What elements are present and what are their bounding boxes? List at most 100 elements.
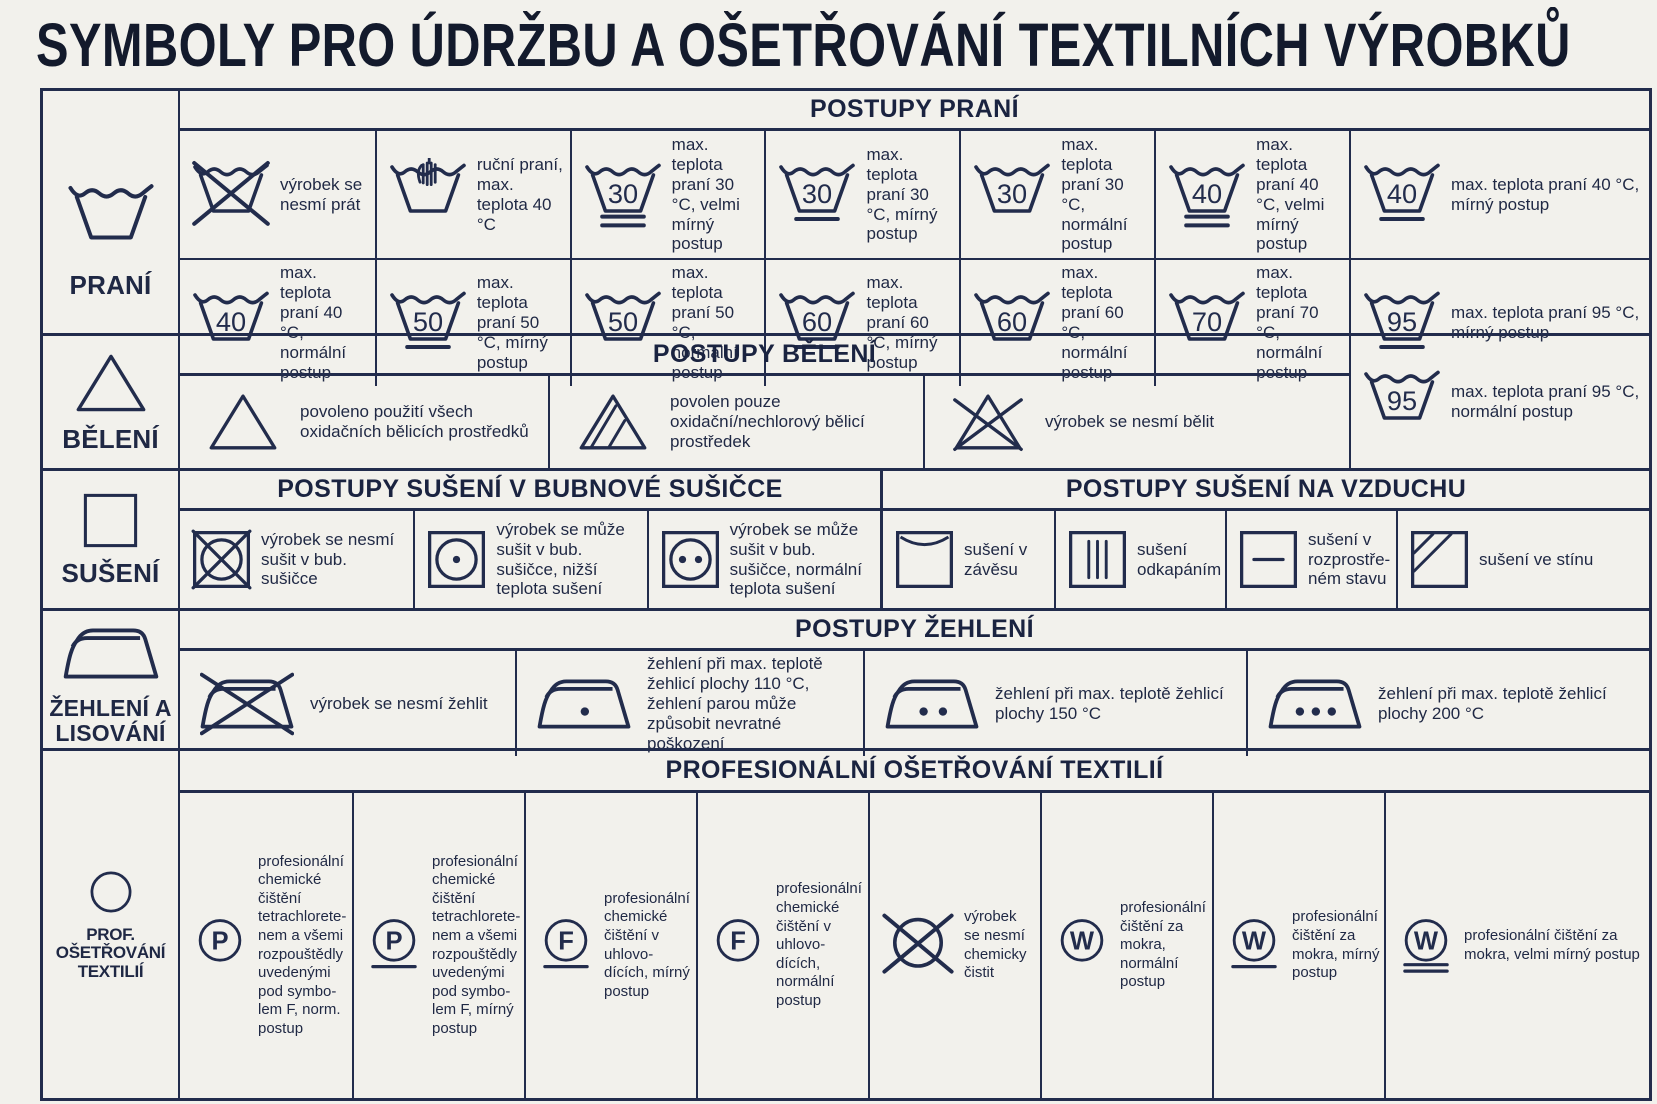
care-cell-text: max. teplota praní 70 °C, normální postu…: [1256, 263, 1323, 382]
bleaching-grid: POSTUPY BĚLENÍ povoleno použití všech ox…: [180, 336, 1349, 468]
care-cell-iron-150: žehlení při max. teplotě žehlicí plochy …: [863, 651, 1246, 757]
wash-30-mild-icon: 30: [779, 163, 856, 221]
care-cell-tumble-dry-low: výrobek se může sušit v bub. sušičce, ni…: [413, 511, 646, 608]
wash-60-normal-icon: 60: [974, 291, 1051, 341]
ironing-grid: POSTUPY ŽEHLENÍ výrobek se nesmí žehlit …: [180, 611, 1649, 757]
care-cell-iron-200: žehlení při max. teplotě žehlicí plochy …: [1246, 651, 1649, 757]
wash-40-mild-icon: 40: [1364, 163, 1440, 221]
care-cell-no-bleach: výrobek se nesmí bělit: [923, 376, 1349, 468]
washing-header: POSTUPY PRANÍ: [180, 91, 1649, 131]
category-drying-label: SUŠENÍ: [61, 557, 160, 588]
care-cell-text: výrobek se může sušit v bub. sušičce, ni…: [496, 519, 625, 599]
care-cell-wash-50-normal: 50 max. teplota praní 50 °C, normální po…: [569, 258, 765, 386]
care-cell-wash-30-very-mild: 30 max. teplota praní 30 °C, velmi mírný…: [569, 131, 765, 259]
care-cell-no-tumble-dry: výrobek se nesmí sušit v bub. sušičce: [180, 511, 413, 608]
ironing-header: POSTUPY ŽEHLENÍ: [180, 611, 1649, 651]
svg-text:30: 30: [802, 178, 832, 209]
svg-text:60: 60: [997, 306, 1027, 337]
category-ironing-label: ŽEHLENÍ A LISOVÁNÍ: [49, 695, 172, 747]
care-cell-text: max. teplota praní 95 °C, mírný postup: [1450, 303, 1640, 342]
care-cell-text: max. teplota praní 30 °C, normální postu…: [1061, 135, 1128, 254]
svg-text:50: 50: [413, 306, 443, 337]
care-cell-wash-95-normal: 95 max. teplota praní 95 °C, normální po…: [1349, 336, 1649, 468]
care-cell-drip-dry: sušení odkapáním: [1054, 511, 1225, 608]
wash-50-normal-icon: 50: [584, 291, 661, 341]
wash-95-mild-icon: 95: [1364, 291, 1440, 349]
care-cell-dry-clean-P: P profesionální chemické čištění tetrach…: [180, 793, 352, 1098]
line-dry-icon: [895, 530, 954, 589]
svg-text:95: 95: [1387, 385, 1417, 416]
care-cell-wash-40-very-mild: 40 max. teplota praní 40 °C, velmi mírný…: [1154, 131, 1349, 259]
care-cell-tumble-dry-normal: výrobek se může sušit v bub. sušičce, no…: [646, 511, 880, 608]
care-cell-no-wash: výrobek se nesmí prát: [180, 131, 375, 258]
care-cell-text: max. teplota praní 95 °C, normální postu…: [1451, 382, 1640, 421]
iron-1-dot-icon: [537, 679, 631, 729]
category-drying: SUŠENÍ: [43, 471, 180, 608]
drying-tumble-header: POSTUPY SUŠENÍ V BUBNOVÉ SUŠIČCE: [180, 471, 880, 511]
care-cell-text: výrobek se nesmí bělit: [1045, 412, 1215, 432]
care-cell-wash-60-mild: 60 max. teplota praní 60 °C, mírný postu…: [764, 258, 960, 386]
svg-text:50: 50: [608, 306, 638, 337]
category-washing-label: PRANÍ: [69, 269, 152, 300]
care-cell-line-dry: sušení v závěsu: [883, 511, 1054, 608]
section-professional: PROF. OŠETŘOVÁNÍ TEXTILIÍ PROFESIONÁLNÍ …: [43, 748, 1649, 1098]
care-cell-text: max. teplota praní 40 °C, normální postu…: [280, 263, 347, 382]
drying-tumble-grid: POSTUPY SUŠENÍ V BUBNOVÉ SUŠIČCE výrobek…: [180, 471, 880, 608]
care-cell-bleach-any: povoleno použití všech oxidačních bělicí…: [180, 376, 548, 468]
wash-60-mild-icon: 60: [779, 291, 856, 349]
care-cell-flat-dry: sušení v rozprostře-ném stavu: [1225, 511, 1396, 608]
washtub-icon: [66, 178, 156, 261]
wet-clean-W-icon: W: [1060, 919, 1104, 962]
iron-2-dot-icon: [885, 679, 979, 729]
care-cell-text: max. teplota praní 30 °C, velmi mírný po…: [671, 135, 740, 254]
care-cell-text: výrobek se nesmí chemicky čistit: [964, 908, 1027, 982]
care-cell-wash-95-mild: 95 max. teplota praní 95 °C, mírný postu…: [1348, 258, 1649, 386]
dry-clean-F-icon: F: [716, 919, 760, 962]
care-cell-dry-clean-F-mild: F profesionální chemické čištění v uhlov…: [524, 793, 696, 1098]
care-cell-text: sušení odkapáním: [1137, 539, 1222, 579]
svg-text:F: F: [730, 927, 746, 955]
drip-dry-icon: [1068, 530, 1127, 589]
svg-text:W: W: [1242, 927, 1267, 955]
wash-50-mild-icon: 50: [390, 291, 466, 349]
care-cell-dry-clean-F: F profesionální chemické čištění v uhlov…: [696, 793, 868, 1098]
care-cell-text: žehlení při max. teplotě žehlicí plochy …: [1378, 683, 1607, 723]
svg-text:F: F: [558, 927, 574, 955]
bleach-non-chlorine-icon: [579, 394, 647, 450]
tumble-dry-normal-icon: [661, 530, 719, 589]
care-cell-wet-clean-W: W profesionální čištění za mokra, normál…: [1040, 793, 1212, 1098]
hand-wash-icon: [390, 157, 466, 213]
wet-clean-W-mild-icon: W: [1231, 919, 1277, 969]
care-cell-wash-40-normal: 40 max. teplota praní 40 °C, normální po…: [180, 258, 375, 385]
professional-header: PROFESIONÁLNÍ OŠETŘOVÁNÍ TEXTILIÍ: [180, 751, 1649, 793]
care-cell-text: max. teplota praní 60 °C, normální postu…: [1061, 263, 1128, 382]
care-cell-shade-dry: sušení ve stínu: [1396, 511, 1649, 608]
no-bleach-icon: [953, 394, 1023, 451]
flat-dry-icon: [1239, 530, 1298, 589]
care-cell-text: výrobek se nesmí žehlit: [310, 693, 488, 713]
section-bleaching: BĚLENÍ POSTUPY BĚLENÍ povoleno použití v…: [43, 333, 1649, 468]
care-cell-text: max. teplota praní 40 °C, velmi mírný po…: [1256, 135, 1325, 254]
care-cell-wash-50-mild: 50 max. teplota praní 50 °C, mírný postu…: [374, 258, 570, 386]
no-tumble-dry-icon: [191, 529, 252, 590]
square-icon: [83, 493, 138, 548]
wash-40-normal-icon: 40: [193, 291, 269, 341]
care-cell-text: max. teplota praní 30 °C, mírný postup: [866, 144, 938, 244]
care-table: PRANÍ POSTUPY PRANÍ výrobek se nesmí prá…: [40, 88, 1652, 1101]
wash-40-very-mild-icon: 40: [1169, 163, 1245, 228]
care-cell-text: max. teplota praní 40 °C, mírný postup: [1450, 174, 1640, 214]
drying-air-grid: POSTUPY SUŠENÍ NA VZDUCHU sušení v závěs…: [880, 471, 1649, 608]
svg-text:40: 40: [1192, 178, 1222, 209]
wash-30-very-mild-icon: 30: [584, 163, 661, 228]
care-cell-hand-wash: ruční praní, max. teplota 40 °C: [374, 131, 570, 259]
care-cell-text: povoleno použití všech oxidačních bělicí…: [300, 402, 529, 441]
care-cell-wet-clean-W-very-mild: W profesionální čištění za mokra, velmi …: [1384, 793, 1649, 1098]
care-cell-text: výrobek se nesmí sušit v bub. sušičce: [261, 529, 395, 589]
care-cell-wash-40-mild: 40 max. teplota praní 40 °C, mírný postu…: [1348, 131, 1649, 259]
svg-text:W: W: [1070, 927, 1095, 955]
care-cell-iron-110: žehlení při max. teplotě žehlicí plochy …: [515, 651, 863, 757]
svg-text:30: 30: [997, 178, 1027, 209]
section-washing: PRANÍ POSTUPY PRANÍ výrobek se nesmí prá…: [43, 91, 1649, 386]
svg-text:P: P: [385, 927, 402, 955]
